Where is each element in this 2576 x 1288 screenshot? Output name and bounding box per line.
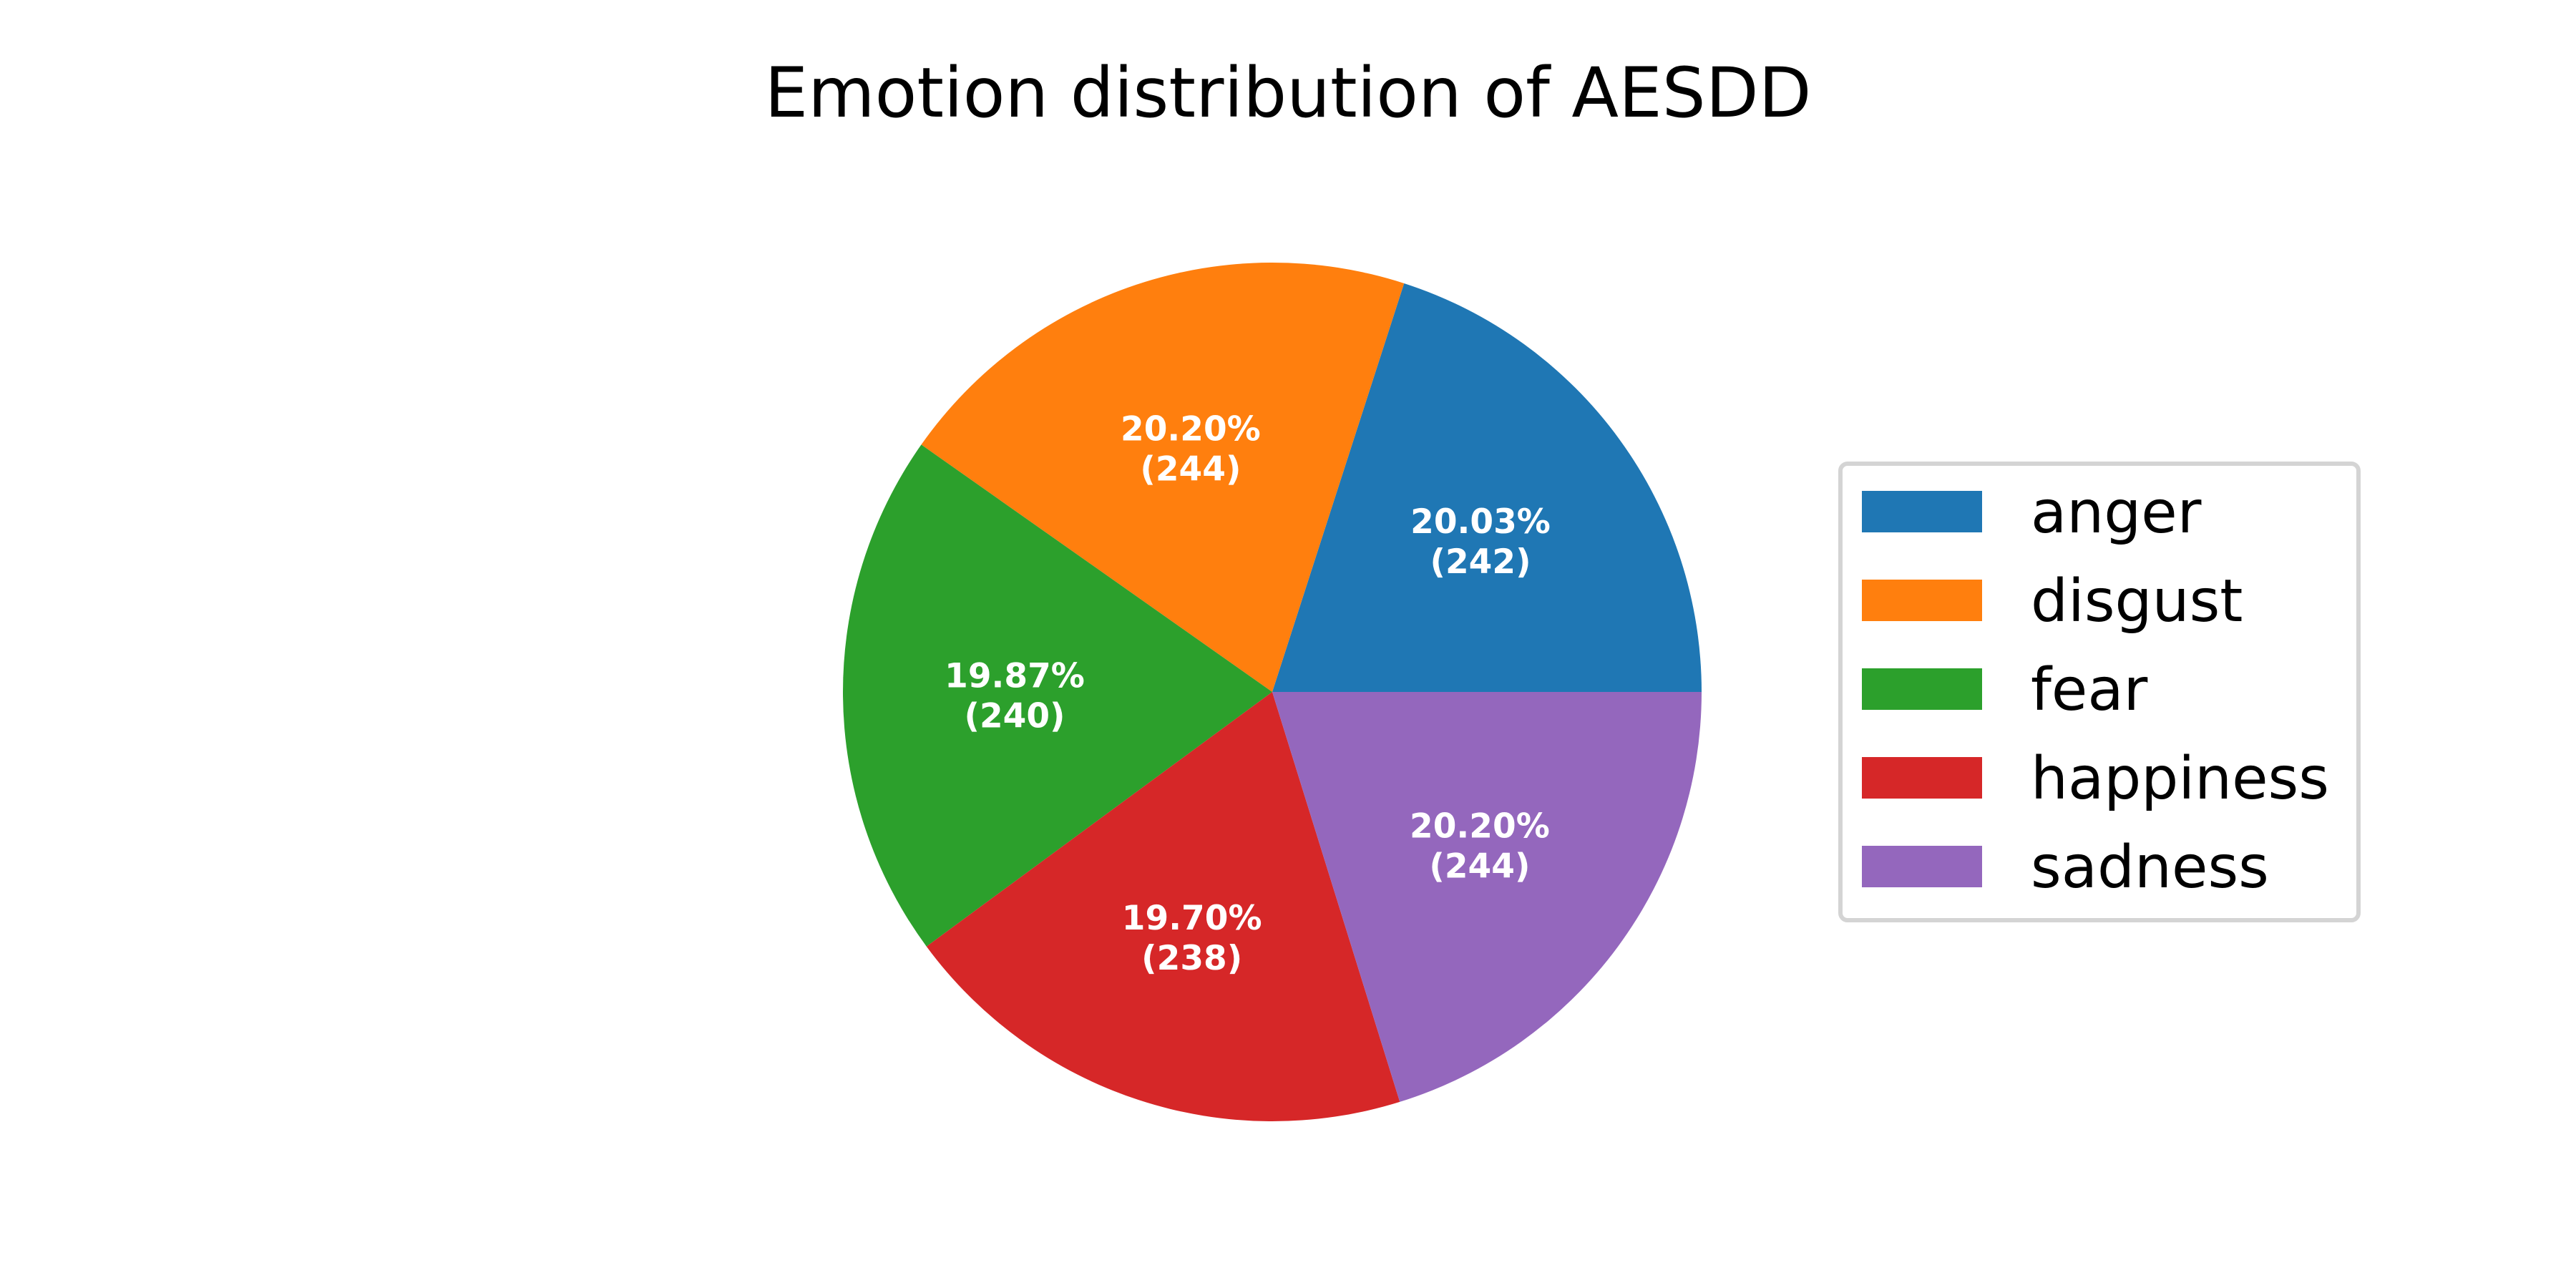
slice-count-label-happiness: (238)	[1141, 939, 1242, 978]
legend-label-anger: anger	[2031, 479, 2202, 547]
slice-count-label-fear: (240)	[964, 697, 1065, 736]
pie-slice-labels: 20.03%(242)20.20%(244)19.87%(240)19.70%(…	[945, 410, 1551, 978]
pie-slice-sadness	[1272, 692, 1702, 1102]
slice-count-label-anger: (242)	[1430, 542, 1531, 582]
pie-slices	[843, 263, 1702, 1121]
legend-swatch-sadness	[1862, 846, 1982, 887]
legend-items: anger disgust fear happiness sadness	[1862, 479, 2329, 902]
legend-swatch-disgust	[1862, 580, 1982, 621]
slice-count-label-sadness: (244)	[1429, 847, 1530, 886]
slice-percent-label-anger: 20.03%	[1410, 502, 1551, 542]
pie-slice-fear	[843, 444, 1272, 947]
legend-swatch-fear	[1862, 668, 1982, 710]
slice-percent-label-disgust: 20.20%	[1121, 410, 1261, 449]
legend-swatch-happiness	[1862, 757, 1982, 799]
slice-percent-label-happiness: 19.70%	[1122, 899, 1262, 938]
legend-label-happiness: happiness	[2031, 745, 2329, 813]
legend-swatch-anger	[1862, 491, 1982, 532]
pie-slice-anger	[1272, 283, 1702, 692]
legend-label-fear: fear	[2031, 656, 2148, 724]
chart-title: Emotion distribution of AESDD	[764, 53, 1812, 133]
slice-percent-label-sadness: 20.20%	[1410, 806, 1550, 846]
legend-label-sadness: sadness	[2031, 834, 2269, 902]
slice-percent-label-fear: 19.87%	[945, 657, 1085, 696]
slice-count-label-disgust: (244)	[1140, 450, 1241, 489]
legend-frame	[1838, 462, 2361, 922]
legend-label-disgust: disgust	[2031, 567, 2243, 635]
pie-slice-happiness	[926, 692, 1400, 1121]
legend: anger disgust fear happiness sadness	[1838, 462, 2361, 922]
pie-slice-disgust	[921, 263, 1405, 692]
